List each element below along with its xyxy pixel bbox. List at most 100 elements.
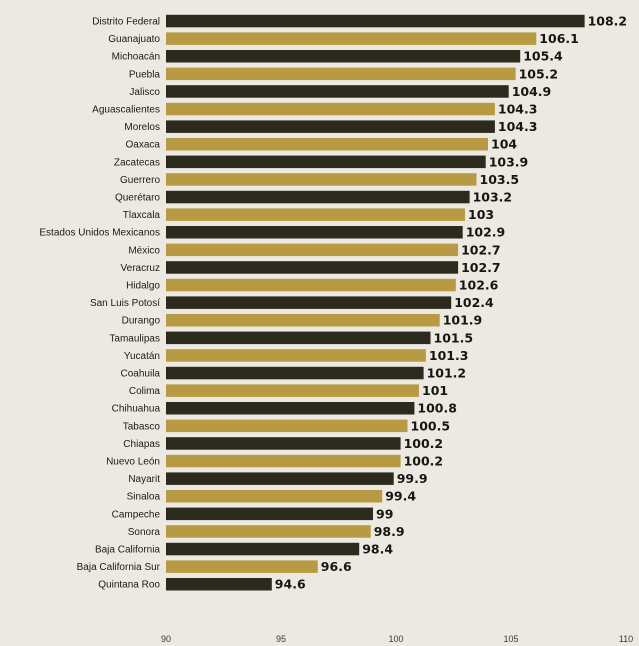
bar bbox=[166, 67, 516, 81]
value-label: 94.6 bbox=[275, 577, 306, 592]
value-label: 103.5 bbox=[480, 172, 520, 187]
category-label: Querétaro bbox=[115, 193, 160, 204]
category-label: Campeche bbox=[112, 509, 161, 520]
x-tick-label: 105 bbox=[503, 634, 518, 644]
bar bbox=[166, 525, 371, 538]
category-label: México bbox=[128, 245, 160, 256]
bar bbox=[166, 314, 440, 327]
category-label: Baja California bbox=[95, 545, 160, 556]
bar bbox=[166, 102, 495, 116]
category-label: Hidalgo bbox=[126, 281, 160, 292]
x-tick-label: 95 bbox=[276, 634, 286, 644]
value-label: 100.8 bbox=[417, 401, 457, 416]
category-label: Tlaxcala bbox=[123, 210, 161, 221]
value-label: 98.9 bbox=[374, 524, 405, 539]
bar bbox=[166, 32, 537, 45]
bar bbox=[166, 542, 360, 556]
value-label: 103 bbox=[468, 207, 494, 222]
category-label: Colima bbox=[129, 386, 161, 397]
value-label: 102.6 bbox=[459, 278, 499, 293]
category-label: Durango bbox=[122, 316, 161, 327]
category-label: Estados Unidos Mexicanos bbox=[39, 228, 160, 239]
value-label: 102.9 bbox=[466, 225, 506, 240]
bar bbox=[166, 437, 401, 450]
bar bbox=[166, 190, 470, 204]
bar bbox=[166, 560, 318, 573]
bar bbox=[166, 208, 465, 221]
bar bbox=[166, 331, 431, 345]
value-label: 101.2 bbox=[427, 366, 467, 381]
bar bbox=[166, 120, 495, 133]
bar bbox=[166, 14, 585, 28]
value-label: 105.2 bbox=[519, 66, 559, 81]
bar bbox=[166, 85, 509, 98]
category-label: Tabasco bbox=[123, 421, 161, 432]
bar bbox=[166, 507, 373, 521]
bar bbox=[166, 278, 456, 292]
category-label: Guerrero bbox=[120, 175, 160, 186]
value-label: 98.4 bbox=[362, 542, 393, 557]
value-label: 105.4 bbox=[523, 49, 563, 64]
value-label: 103.9 bbox=[489, 154, 529, 169]
bar bbox=[166, 384, 419, 397]
bar bbox=[166, 349, 426, 362]
value-label: 100.2 bbox=[404, 436, 444, 451]
bar bbox=[166, 155, 486, 169]
value-label: 100.5 bbox=[411, 418, 451, 433]
category-label: Zacatecas bbox=[114, 157, 160, 168]
value-label: 101.9 bbox=[443, 313, 483, 328]
category-label: Sonora bbox=[128, 527, 161, 538]
category-label: Distrito Federal bbox=[92, 17, 160, 28]
category-label: Baja California Sur bbox=[77, 562, 161, 573]
bar bbox=[166, 578, 272, 591]
bar bbox=[166, 472, 394, 485]
value-label: 99 bbox=[376, 506, 393, 521]
value-label: 102.7 bbox=[461, 260, 501, 275]
value-label: 102.7 bbox=[461, 242, 501, 257]
category-label: Nayarit bbox=[128, 474, 160, 485]
category-label: Quintana Roo bbox=[98, 580, 160, 591]
value-label: 96.6 bbox=[321, 559, 352, 574]
category-label: Morelos bbox=[124, 122, 160, 133]
value-label: 104.3 bbox=[498, 119, 538, 134]
value-label: 101.3 bbox=[429, 348, 469, 363]
value-label: 100.2 bbox=[404, 454, 444, 469]
value-label: 102.4 bbox=[454, 295, 494, 310]
bar bbox=[166, 261, 459, 274]
x-tick-label: 110 bbox=[619, 634, 633, 644]
category-label: Tamaulipas bbox=[109, 333, 160, 344]
value-label: 101 bbox=[422, 383, 448, 398]
value-label: 106.1 bbox=[539, 31, 579, 46]
category-label: Oaxaca bbox=[126, 140, 161, 151]
value-label: 99.4 bbox=[385, 489, 416, 504]
value-label: 104.3 bbox=[498, 102, 538, 117]
category-label: Chihuahua bbox=[112, 404, 161, 415]
value-label: 104 bbox=[491, 137, 517, 152]
value-label: 101.5 bbox=[434, 330, 474, 345]
bar bbox=[166, 402, 415, 415]
category-label: Jalisco bbox=[129, 87, 160, 98]
category-label: Guanajuato bbox=[108, 34, 160, 45]
category-label: Chiapas bbox=[123, 439, 160, 450]
bar bbox=[166, 173, 477, 186]
category-label: Coahuila bbox=[121, 369, 161, 380]
value-label: 104.9 bbox=[512, 84, 552, 99]
x-tick-label: 90 bbox=[161, 634, 171, 644]
bar bbox=[166, 50, 521, 63]
bar bbox=[166, 454, 401, 468]
bar bbox=[166, 226, 463, 239]
bar bbox=[166, 419, 408, 433]
value-label: 108.2 bbox=[588, 14, 628, 29]
value-label: 99.9 bbox=[397, 471, 428, 486]
category-label: San Luis Potosí bbox=[90, 298, 160, 309]
bar bbox=[166, 296, 452, 309]
value-label: 103.2 bbox=[473, 190, 513, 205]
bar bbox=[166, 366, 424, 380]
category-label: Puebla bbox=[129, 69, 161, 80]
bar bbox=[166, 243, 459, 257]
bar bbox=[166, 138, 488, 151]
category-label: Michoacán bbox=[112, 52, 160, 63]
bar bbox=[166, 490, 383, 503]
